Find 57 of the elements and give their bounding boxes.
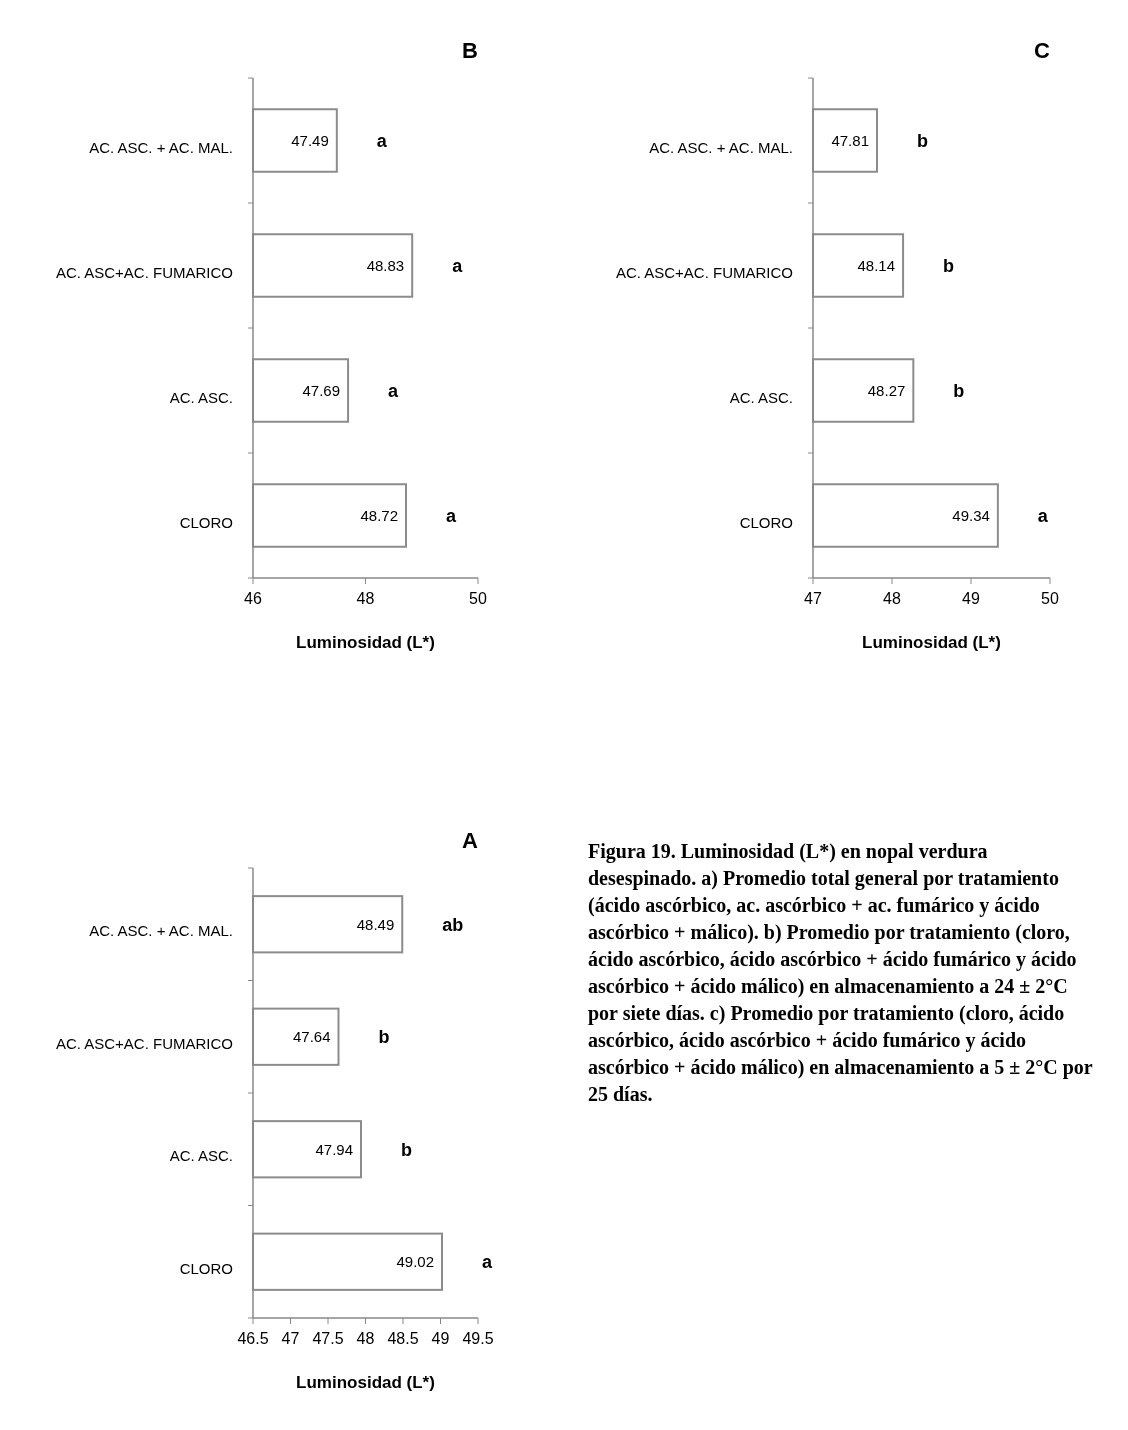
y-tick-label: AC. ASC. bbox=[169, 1147, 233, 1165]
annotation: a bbox=[376, 130, 388, 151]
data-label: 48.27 bbox=[867, 381, 906, 399]
annotation: a bbox=[452, 255, 464, 276]
x-tick-label: 48 bbox=[356, 1330, 375, 1347]
x-tick-label: 46 bbox=[244, 590, 262, 607]
y-tick-label: AC. ASC. + AC. MAL. bbox=[89, 922, 233, 940]
data-label: 48.14 bbox=[857, 256, 896, 274]
y-tick-label: CLORO bbox=[179, 513, 233, 531]
x-tick-label: 48 bbox=[356, 590, 375, 607]
data-label: 47.64 bbox=[292, 1028, 331, 1045]
chart-title: B bbox=[462, 38, 478, 63]
data-label: 47.69 bbox=[302, 381, 341, 399]
annotation: a bbox=[1037, 505, 1049, 526]
x-tick-label: 49 bbox=[431, 1330, 450, 1347]
annotation: b bbox=[943, 255, 955, 276]
annotation: b bbox=[401, 1139, 412, 1160]
y-tick-label: CLORO bbox=[179, 1259, 233, 1277]
data-label: 49.02 bbox=[396, 1253, 434, 1270]
text: Figura 19. Luminosidad (L*) en nopal verdura desespinado. a) Promedio total general por tratamiento (ácido ascórbico, ac. ascórbico + ac. fumárico y ácido ascórbico + málico). b) Promedio por tratamiento (cloro, ácido ascórbico, ácido ascórbico + ácido fumárico y ácido ascórbico + ácido málico) en almacenamiento a 24 ± 2°C por siete días. c) Promedio por tratamiento (cloro, ácido ascórbico, ácido ascórbico + ácido fumárico y ácido ascórbico + ácido málico) en almacenamiento a 5 ± 2°C por 25 días. bbox=[588, 840, 1093, 1105]
annotation: b bbox=[916, 130, 928, 151]
y-tick-label: AC. ASC. + AC. MAL. bbox=[89, 138, 233, 156]
data-label: 48.83 bbox=[366, 256, 405, 274]
x-axis-title: Luminosidad (L*) bbox=[296, 1373, 435, 1392]
data-label: 47.94 bbox=[315, 1140, 353, 1158]
x-tick-label: 50 bbox=[1041, 590, 1059, 607]
annotation: ab bbox=[442, 914, 464, 935]
x-axis-title: Luminosidad (L*) bbox=[862, 633, 1001, 652]
chart-title: C bbox=[1034, 38, 1051, 63]
y-tick-label: AC. ASC+AC. FUMARICO bbox=[615, 263, 793, 281]
data-label: 48.49 bbox=[356, 915, 395, 933]
y-tick-label: AC. ASC+AC. FUMARICO bbox=[55, 1034, 233, 1052]
chart-title: A bbox=[462, 828, 479, 853]
y-tick-label: AC. ASC. bbox=[169, 388, 233, 406]
annotation: a bbox=[388, 380, 400, 401]
y-tick-label: AC. ASC+AC. FUMARICO bbox=[55, 263, 233, 281]
data-label: 48.72 bbox=[360, 506, 398, 524]
annotation: a bbox=[446, 505, 457, 526]
x-tick-label: 48 bbox=[883, 590, 901, 607]
annotation: a bbox=[482, 1252, 493, 1273]
data-label: 47.49 bbox=[291, 131, 329, 149]
x-tick-label: 47.5 bbox=[312, 1330, 344, 1347]
data-label: 49.34 bbox=[952, 506, 990, 524]
y-tick-label: CLORO bbox=[739, 513, 793, 531]
x-axis-title: Luminosidad (L*) bbox=[296, 633, 435, 652]
x-tick-label: 47 bbox=[804, 590, 822, 607]
y-tick-label: AC. ASC. bbox=[729, 388, 793, 406]
x-tick-label: 48.5 bbox=[387, 1330, 419, 1347]
x-tick-label: 49 bbox=[962, 590, 980, 607]
data-label: 47.81 bbox=[831, 131, 869, 149]
x-tick-label: 47 bbox=[281, 1330, 300, 1347]
annotation: b bbox=[378, 1027, 390, 1048]
x-tick-label: 46.5 bbox=[237, 1330, 269, 1347]
x-tick-label: 50 bbox=[469, 590, 487, 607]
x-tick-label: 49.5 bbox=[462, 1330, 494, 1347]
annotation: b bbox=[953, 380, 965, 401]
y-tick-label: AC. ASC. + AC. MAL. bbox=[649, 138, 793, 156]
